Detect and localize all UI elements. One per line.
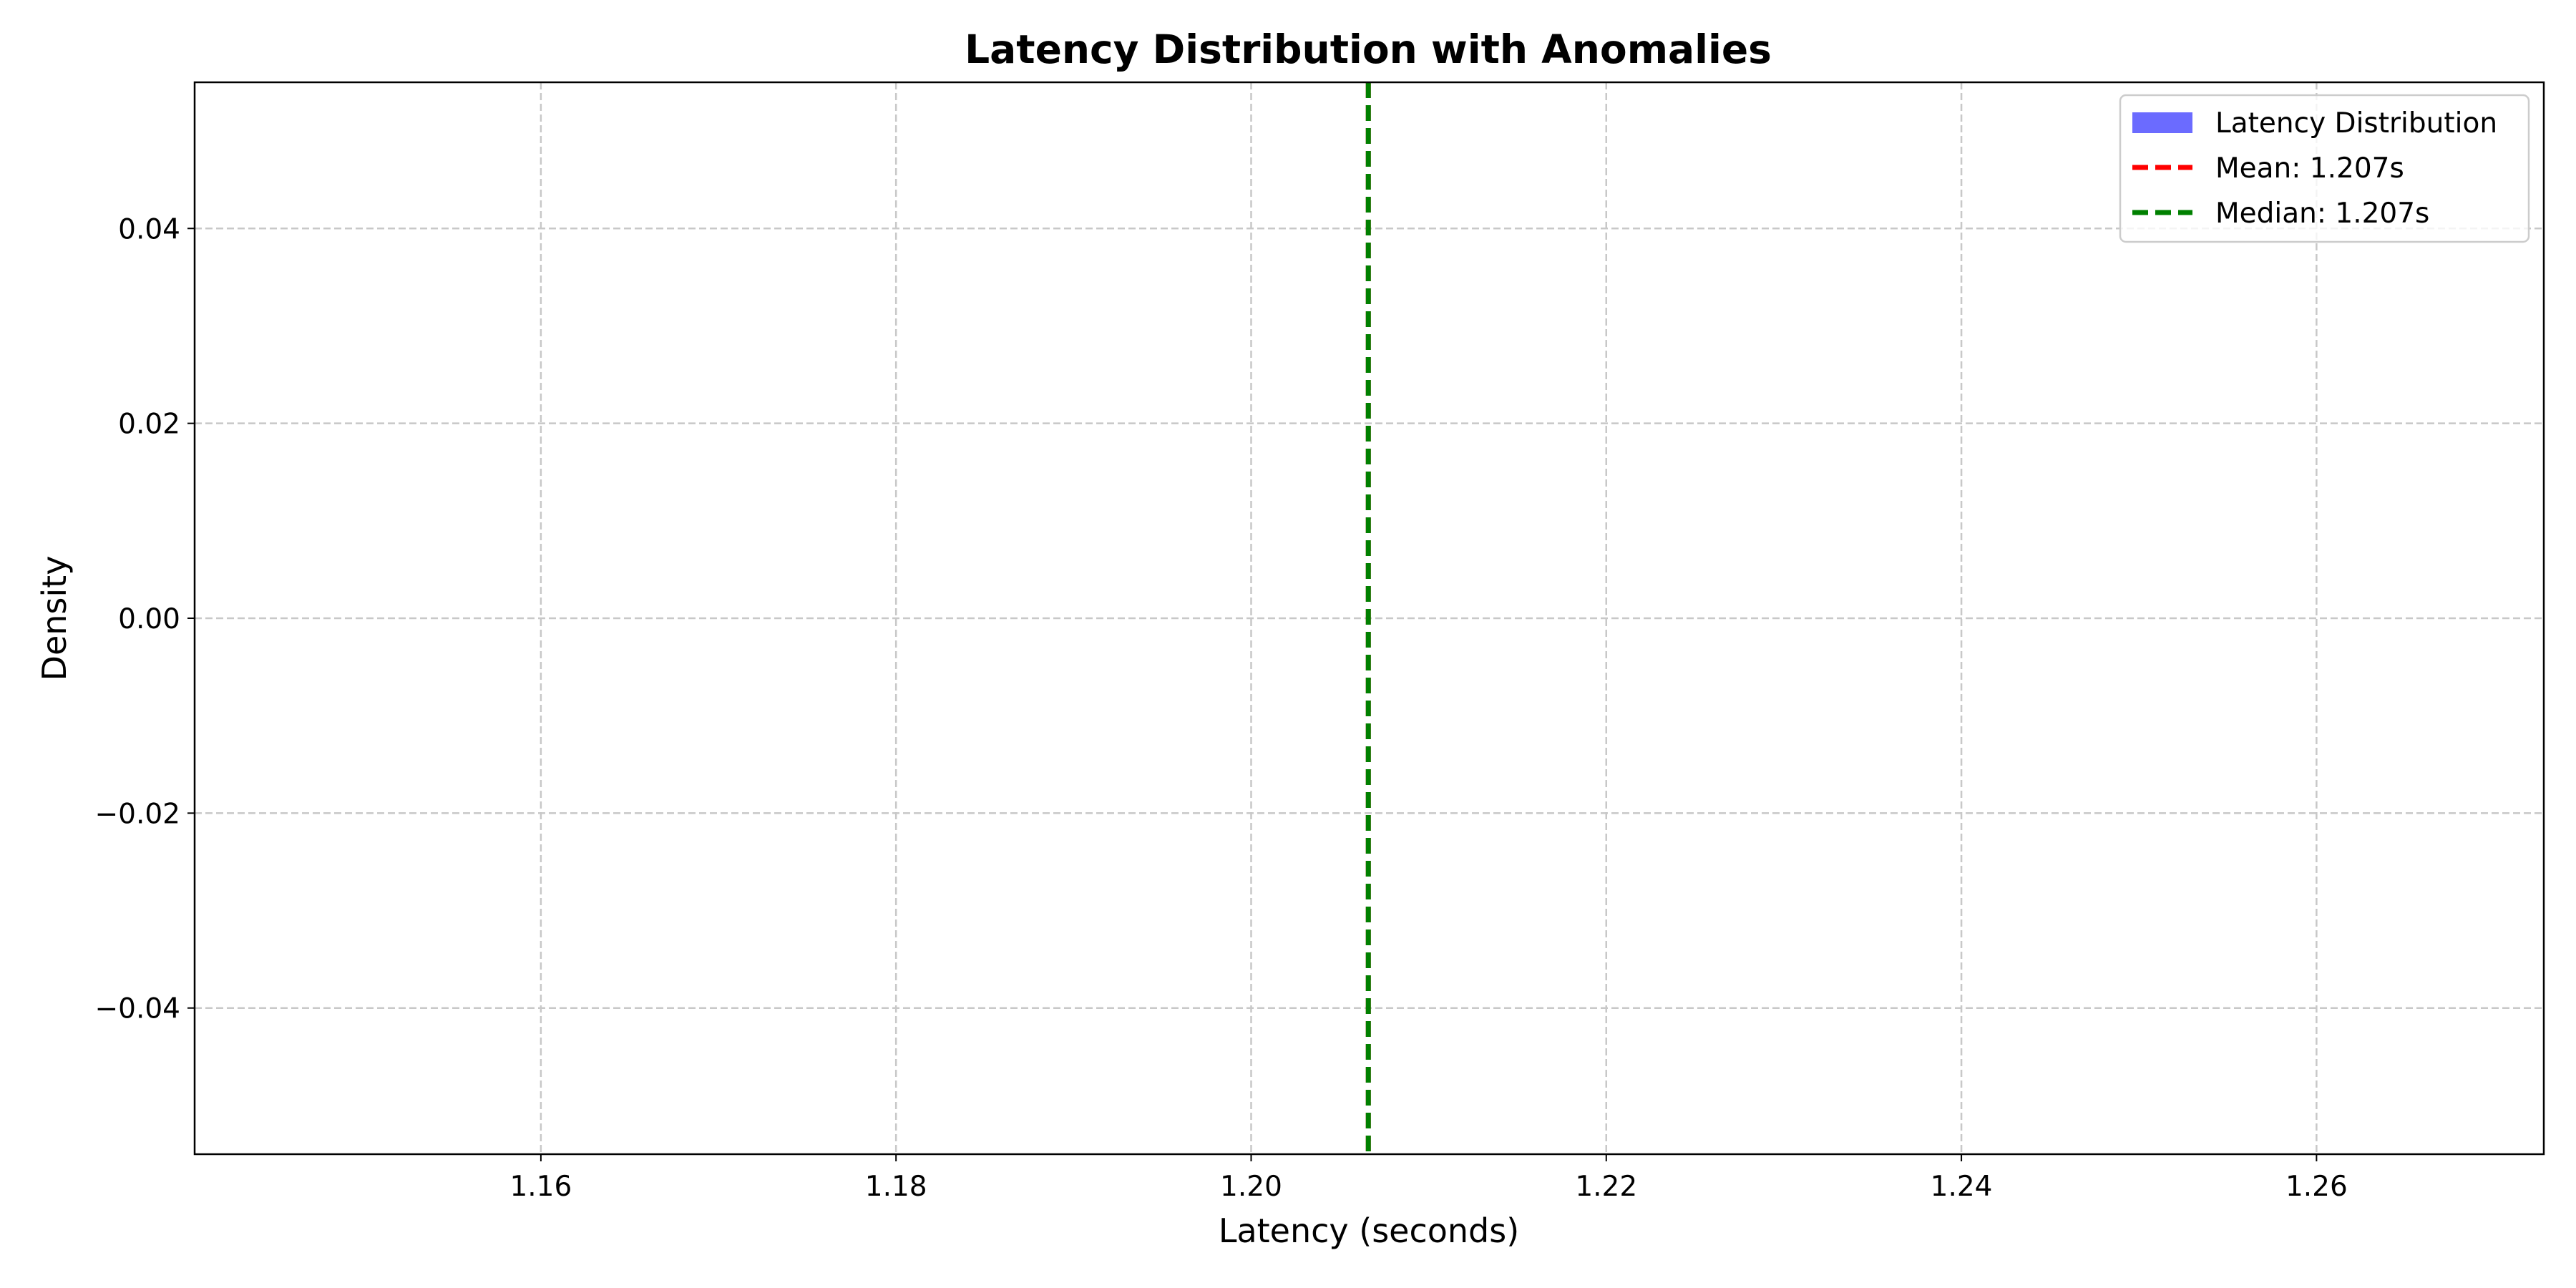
y-tick-label: −0.02 [94, 798, 180, 830]
x-tick-label: 1.22 [1575, 1171, 1637, 1203]
x-axis: 1.16 1.18 1.20 1.22 1.24 1.26 [509, 1154, 2348, 1203]
x-tick-label: 1.18 [865, 1171, 927, 1203]
x-tick-label: 1.20 [1220, 1171, 1282, 1203]
legend-label: Mean: 1.207s [2215, 152, 2404, 185]
y-axis: 0.04 0.02 0.00 −0.02 −0.04 [94, 213, 195, 1025]
y-tick-label: 0.04 [118, 213, 180, 245]
legend-patch-latency-distribution [2132, 112, 2192, 133]
legend-box [2119, 94, 2530, 243]
y-tick-label: 0.02 [118, 409, 180, 441]
x-tick-label: 1.16 [509, 1171, 572, 1203]
legend: Latency Distribution Mean: 1.207s Median: … [2119, 94, 2530, 243]
legend-label: Latency Distribution [2215, 107, 2497, 140]
y-tick-label: −0.04 [94, 993, 180, 1025]
x-tick-label: 1.26 [2285, 1171, 2348, 1203]
x-tick-label: 1.24 [1931, 1171, 1993, 1203]
x-axis-label: Latency (seconds) [1219, 1211, 1519, 1250]
y-axis-label: Density [35, 556, 74, 681]
y-tick-label: 0.00 [118, 603, 180, 635]
legend-label: Median: 1.207s [2215, 197, 2429, 230]
chart-title: Latency Distribution with Anomalies [965, 26, 1772, 72]
